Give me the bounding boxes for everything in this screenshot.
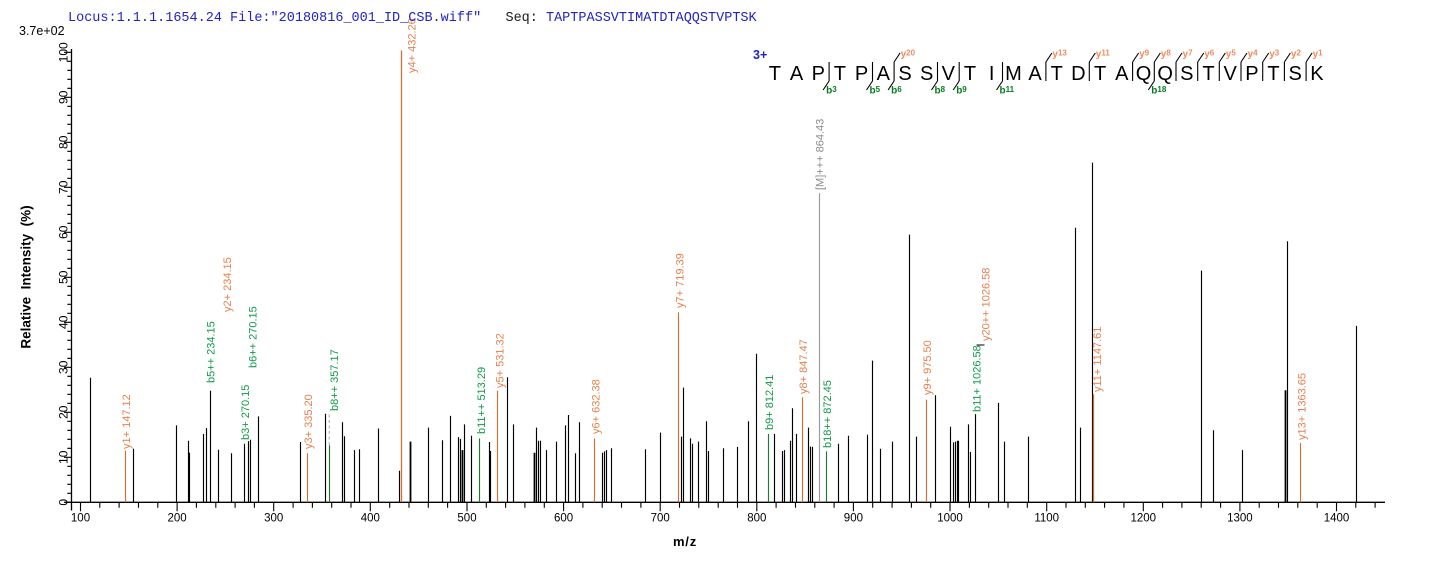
svg-text:T: T bbox=[769, 63, 781, 85]
svg-text:b18++ 872.45: b18++ 872.45 bbox=[822, 380, 834, 448]
svg-text:y9+ 975.50: y9+ 975.50 bbox=[922, 340, 934, 395]
svg-text:50: 50 bbox=[57, 270, 71, 284]
svg-text:80: 80 bbox=[57, 135, 71, 149]
svg-text:b8: b8 bbox=[935, 85, 946, 97]
svg-text:T: T bbox=[964, 63, 976, 85]
svg-text:A: A bbox=[1115, 63, 1129, 85]
svg-text:y5+ 531.32: y5+ 531.32 bbox=[495, 333, 507, 388]
svg-text:b9+ 812.41: b9+ 812.41 bbox=[764, 375, 776, 430]
svg-text:900: 900 bbox=[844, 513, 863, 525]
svg-text:0: 0 bbox=[57, 499, 71, 506]
svg-text:b6++ 270.15: b6++ 270.15 bbox=[248, 306, 260, 368]
svg-text:Relative Intensity (%): Relative Intensity (%) bbox=[19, 205, 34, 348]
svg-text:S: S bbox=[898, 63, 911, 85]
svg-text:b5: b5 bbox=[870, 85, 881, 97]
svg-text:y20: y20 bbox=[901, 49, 916, 61]
svg-text:1400: 1400 bbox=[1324, 513, 1350, 525]
svg-text:m/z: m/z bbox=[673, 534, 697, 549]
svg-text:1000: 1000 bbox=[937, 513, 963, 525]
svg-text:T: T bbox=[834, 63, 846, 85]
svg-text:y9: y9 bbox=[1139, 49, 1150, 61]
svg-text:1300: 1300 bbox=[1227, 513, 1253, 525]
svg-text:T: T bbox=[1267, 63, 1279, 85]
svg-text:T: T bbox=[1202, 63, 1214, 85]
svg-text:300: 300 bbox=[264, 513, 283, 525]
svg-text:1100: 1100 bbox=[1034, 513, 1059, 525]
svg-text:D: D bbox=[1071, 63, 1085, 85]
svg-text:y13+ 1363.65: y13+ 1363.65 bbox=[1297, 373, 1309, 440]
svg-text:y7+ 719.39: y7+ 719.39 bbox=[674, 253, 686, 308]
svg-text:y1: y1 bbox=[1313, 49, 1324, 61]
svg-text:3.7e+02: 3.7e+02 bbox=[19, 24, 65, 38]
svg-text:b11: b11 bbox=[1000, 85, 1015, 97]
svg-text:100: 100 bbox=[71, 513, 90, 525]
svg-text:y3+ 335.20: y3+ 335.20 bbox=[303, 394, 315, 449]
svg-text:60: 60 bbox=[57, 225, 71, 239]
svg-text:y5: y5 bbox=[1226, 49, 1237, 61]
svg-text:y8: y8 bbox=[1161, 49, 1172, 61]
svg-text:700: 700 bbox=[651, 513, 670, 525]
svg-text:T: T bbox=[1094, 63, 1106, 85]
svg-text:70: 70 bbox=[57, 180, 71, 194]
svg-text:1200: 1200 bbox=[1131, 513, 1157, 525]
svg-text:200: 200 bbox=[168, 513, 187, 525]
svg-text:Q: Q bbox=[1136, 63, 1152, 85]
svg-text:3+: 3+ bbox=[753, 48, 767, 62]
svg-text:A: A bbox=[877, 63, 891, 85]
svg-text:K: K bbox=[1310, 63, 1324, 85]
svg-text:y4+ 432.26: y4+ 432.26 bbox=[406, 18, 418, 73]
svg-text:Locus:1.1.1.1654.24 File:"2018: Locus:1.1.1.1654.24 File:"20180816_001_I… bbox=[68, 11, 758, 26]
svg-text:T: T bbox=[1051, 63, 1063, 85]
svg-text:P: P bbox=[855, 63, 868, 85]
svg-text:30: 30 bbox=[57, 360, 71, 374]
svg-text:y1+ 147.12: y1+ 147.12 bbox=[121, 394, 133, 449]
svg-text:y11+ 1147.61: y11+ 1147.61 bbox=[1092, 327, 1104, 392]
svg-text:y6+ 632.38: y6+ 632.38 bbox=[590, 379, 602, 434]
svg-text:y3: y3 bbox=[1269, 49, 1280, 61]
svg-text:Q: Q bbox=[1157, 63, 1173, 85]
svg-text:y7: y7 bbox=[1183, 49, 1194, 61]
svg-text:600: 600 bbox=[554, 513, 573, 525]
svg-text:A: A bbox=[1028, 63, 1042, 85]
svg-text:400: 400 bbox=[361, 513, 380, 525]
svg-text:b3: b3 bbox=[826, 85, 837, 97]
svg-text:y4: y4 bbox=[1248, 49, 1259, 61]
svg-text:b8++ 357.17: b8++ 357.17 bbox=[329, 349, 341, 411]
svg-text:b18: b18 bbox=[1151, 85, 1167, 97]
svg-text:b11+ 1026.58: b11+ 1026.58 bbox=[972, 345, 984, 412]
svg-text:40: 40 bbox=[57, 315, 71, 329]
svg-text:b6: b6 bbox=[891, 85, 902, 97]
svg-text:800: 800 bbox=[747, 513, 766, 525]
svg-text:M: M bbox=[1005, 63, 1022, 85]
svg-text:b9: b9 bbox=[956, 85, 967, 97]
svg-text:S: S bbox=[1180, 63, 1193, 85]
svg-text:20: 20 bbox=[57, 405, 71, 419]
svg-text:y8+ 847.47: y8+ 847.47 bbox=[798, 339, 810, 394]
svg-text:P: P bbox=[1245, 63, 1258, 85]
svg-text:S: S bbox=[920, 63, 933, 85]
svg-text:P: P bbox=[812, 63, 825, 85]
svg-text:[M]+++ 864.43: [M]+++ 864.43 bbox=[815, 119, 827, 190]
svg-text:y2: y2 bbox=[1291, 49, 1302, 61]
svg-text:S: S bbox=[1289, 63, 1302, 85]
svg-text:y20++ 1026.58: y20++ 1026.58 bbox=[981, 268, 993, 341]
svg-text:90: 90 bbox=[57, 90, 71, 104]
svg-text:V: V bbox=[1224, 63, 1238, 85]
svg-text:b5++ 234.15: b5++ 234.15 bbox=[206, 321, 218, 383]
svg-text:y13: y13 bbox=[1052, 49, 1067, 61]
svg-text:y6: y6 bbox=[1204, 49, 1215, 61]
svg-text:500: 500 bbox=[457, 513, 476, 525]
svg-text:V: V bbox=[942, 63, 956, 85]
svg-text:b3+ 270.15: b3+ 270.15 bbox=[240, 385, 252, 440]
svg-text:100: 100 bbox=[57, 42, 71, 62]
svg-text:y2+ 234.15: y2+ 234.15 bbox=[222, 257, 234, 312]
svg-text:A: A bbox=[790, 63, 804, 85]
svg-text:y11: y11 bbox=[1096, 49, 1111, 61]
svg-text:10: 10 bbox=[57, 450, 71, 464]
svg-text:I: I bbox=[989, 63, 995, 85]
svg-text:b11++ 513.29: b11++ 513.29 bbox=[476, 367, 488, 434]
